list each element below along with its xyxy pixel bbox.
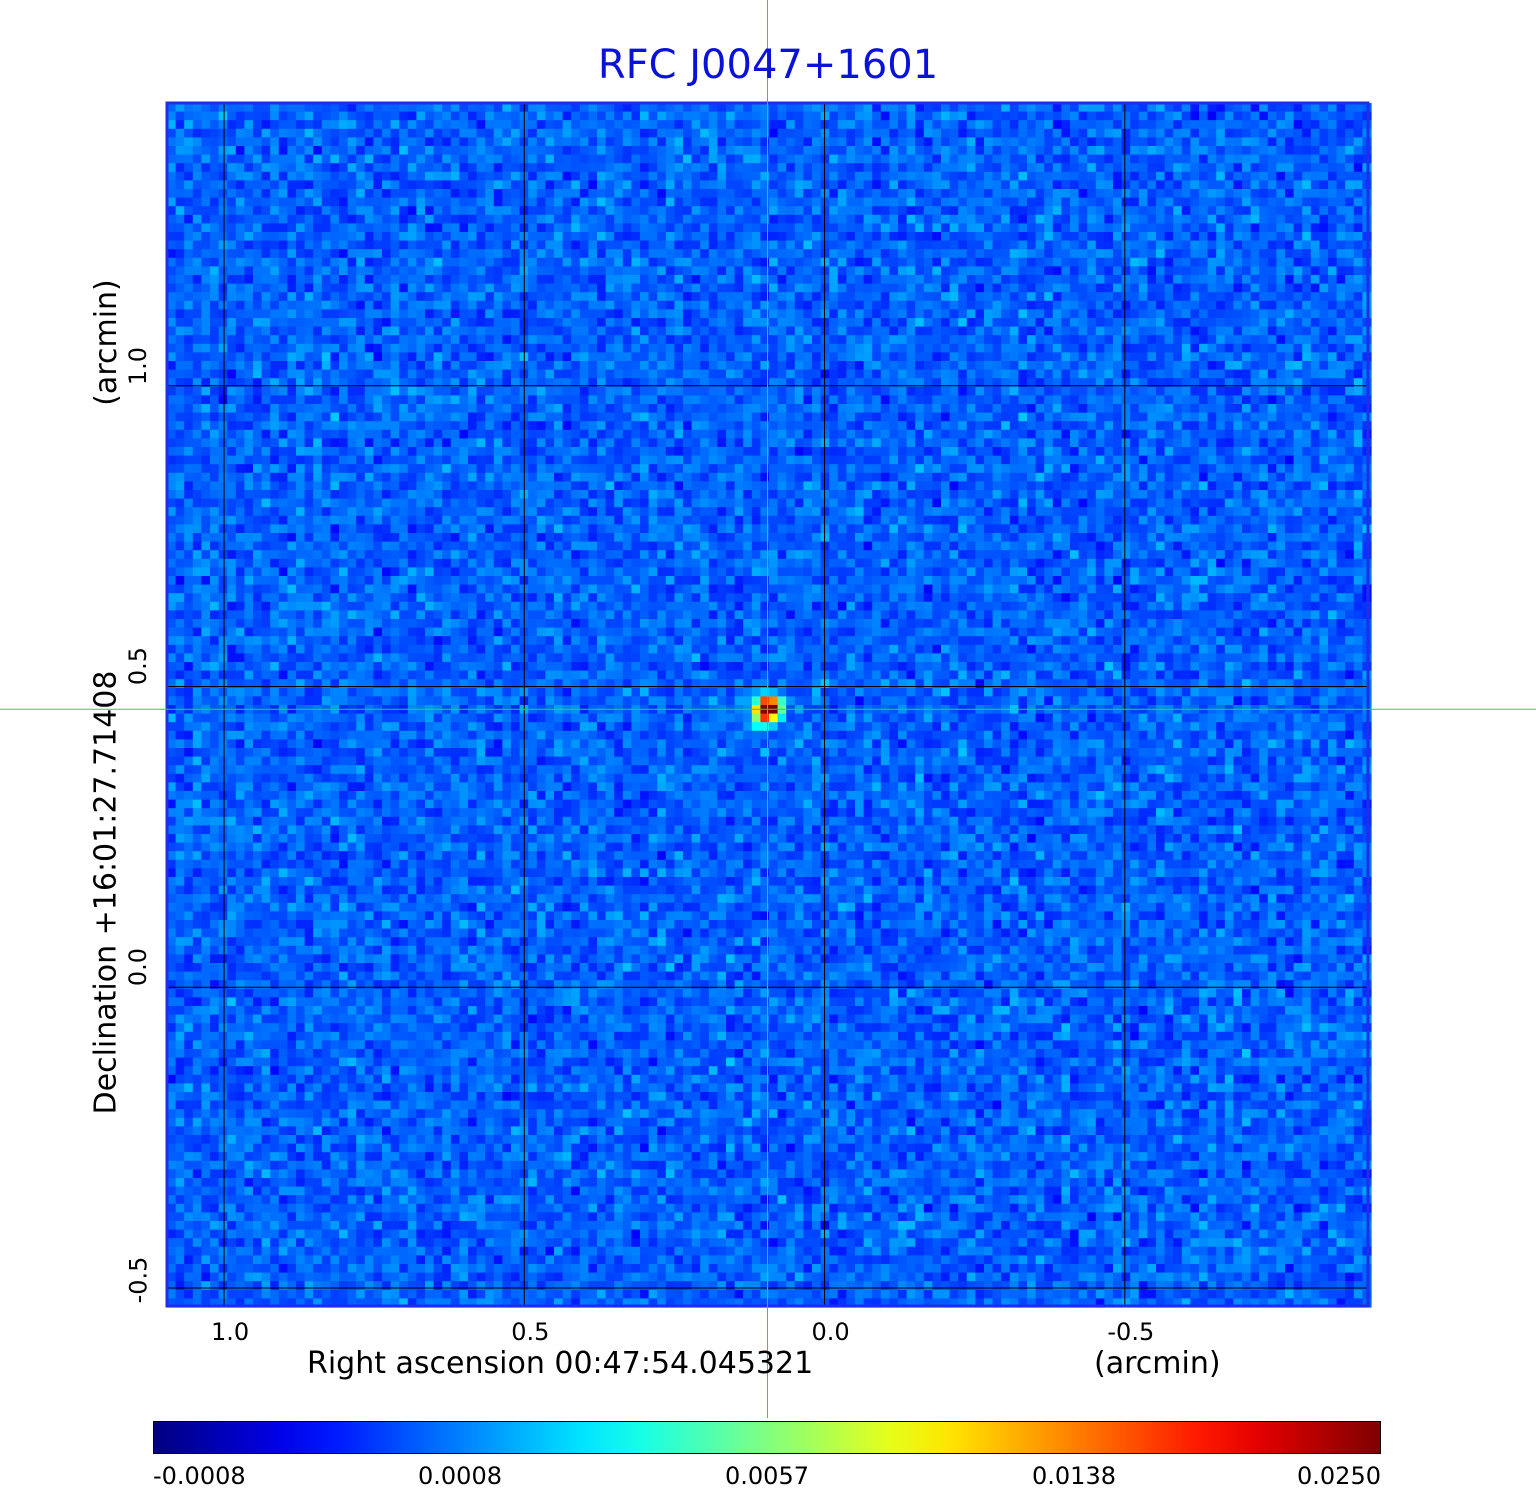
colorbar-tick-label: 0.0138 [1032, 1462, 1116, 1490]
x-axis-unit: (arcmin) [1094, 1346, 1221, 1381]
y-tick-label: -0.5 [123, 1256, 152, 1304]
y-tick-label: 0.5 [124, 647, 153, 686]
y-axis-label: Declination +16:01:27.71408 [88, 670, 124, 1114]
x-tick-label: 1.0 [210, 1318, 250, 1346]
x-axis-label: Right ascension 00:47:54.045321 [307, 1346, 814, 1381]
chart-title: RFC J0047+1601 [597, 42, 939, 88]
colorbar-tick-label: -0.0008 [153, 1462, 246, 1490]
y-tick-label: 1.0 [124, 346, 153, 385]
x-tick-label: 0.0 [811, 1318, 850, 1346]
x-tick-label: -0.5 [1107, 1318, 1155, 1346]
colorbar [153, 1421, 1381, 1454]
image-pixels [167, 103, 1372, 1308]
x-tick-label: 0.5 [511, 1318, 550, 1346]
crosshair [0, 0, 1536, 1418]
colorbar-tick-label: 0.0008 [418, 1462, 502, 1490]
y-axis-unit: (arcmin) [88, 278, 124, 406]
colorbar-tick-label: 0.0057 [725, 1462, 809, 1490]
y-tick-label: 0.0 [124, 948, 153, 987]
colorbar-tick-label: 0.0250 [1297, 1462, 1381, 1490]
